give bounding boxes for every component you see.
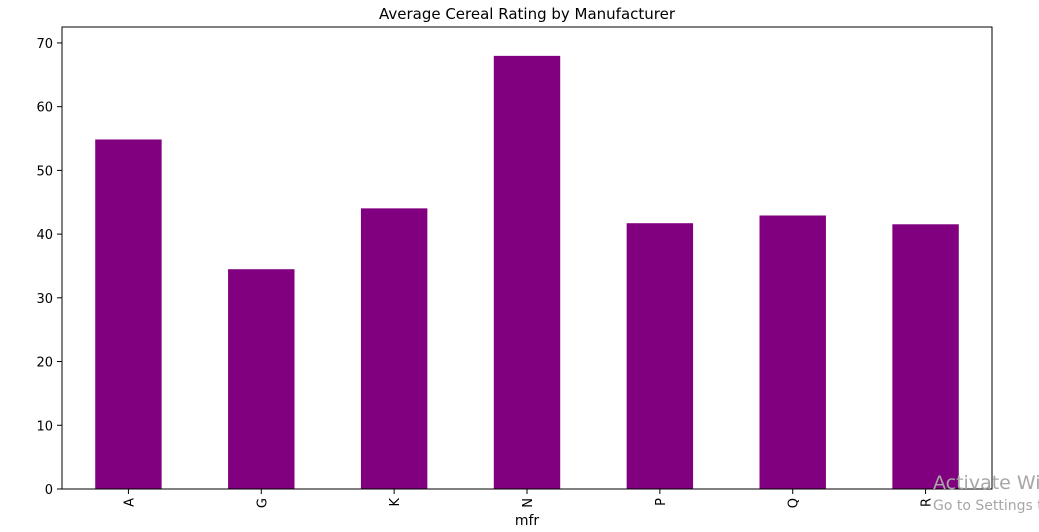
y-tick-label: 40 [36,228,53,243]
x-tick-label: P [654,498,669,506]
activation-watermark-line2: Go to Settings to [933,498,1039,514]
activation-watermark-line1: Activate Wir [933,472,1039,494]
x-tick-label: Q [787,498,802,508]
y-tick-label: 10 [36,419,53,434]
y-tick-label: 70 [36,37,53,52]
y-tick-label: 0 [45,483,53,498]
bar-A [95,139,162,490]
y-tick-label: 20 [36,356,53,371]
x-tick-label: K [388,498,403,507]
bar-Q [759,215,826,489]
x-tick-label: N [521,498,536,508]
bars-group [95,55,959,490]
bar-P [626,223,694,490]
x-axis-label: mfr [515,513,540,529]
bar-N [493,55,561,489]
y-tick-label: 50 [36,164,53,179]
y-tick-label: 30 [36,292,53,307]
bar-K [360,208,428,490]
chart-title: Average Cereal Rating by Manufacturer [379,5,676,23]
y-axis: 0 10 20 30 40 50 60 70 [36,37,62,498]
bar-R [892,224,959,490]
bar-G [228,269,295,489]
y-tick-label: 60 [36,101,53,116]
x-tick-label: R [920,498,935,507]
x-tick-label: G [255,498,270,508]
x-tick-label: A [122,498,137,507]
